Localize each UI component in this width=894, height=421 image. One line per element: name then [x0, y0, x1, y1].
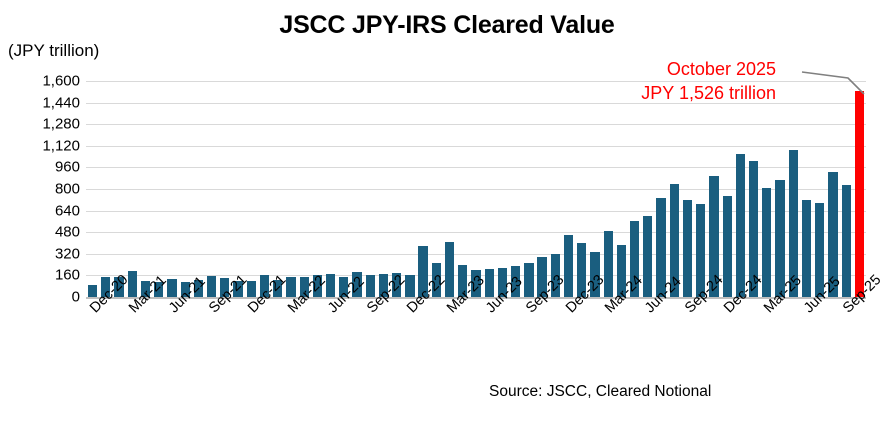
bar[interactable]: [220, 278, 230, 297]
gridline: [86, 253, 866, 255]
bar[interactable]: [101, 277, 111, 297]
bar[interactable]: [775, 179, 785, 297]
bar[interactable]: [127, 271, 137, 297]
bar[interactable]: [841, 184, 851, 297]
bar[interactable]: [616, 245, 627, 297]
bar[interactable]: [682, 199, 693, 297]
gridline: [86, 81, 866, 82]
bar-series: [86, 81, 866, 297]
annotation-line-2: JPY 1,526 trillion: [641, 82, 776, 103]
y-axis-tick: 1,440: [42, 94, 80, 112]
y-axis-tick: 1,280: [42, 115, 80, 133]
gridline: [86, 189, 866, 190]
chart-title: JSCC JPY-IRS Cleared Value: [279, 11, 615, 39]
bar[interactable]: [815, 202, 825, 297]
bar[interactable]: [273, 280, 283, 297]
bar[interactable]: [788, 149, 798, 297]
bar[interactable]: [669, 183, 679, 297]
bar[interactable]: [339, 277, 349, 297]
bar[interactable]: [643, 216, 653, 297]
y-axis-tick: 0: [71, 288, 80, 306]
bar[interactable]: [392, 273, 402, 297]
bar[interactable]: [140, 280, 151, 297]
gridline: [86, 145, 866, 147]
gridline: [86, 297, 866, 299]
bar[interactable]: [246, 280, 256, 297]
bar[interactable]: [471, 270, 481, 297]
y-axis-tick: 640: [54, 202, 80, 220]
y-axis-tick: 160: [54, 266, 80, 284]
bar[interactable]: [233, 280, 243, 297]
bar[interactable]: [511, 265, 521, 297]
bar[interactable]: [312, 275, 322, 297]
y-axis-tick: 800: [54, 180, 80, 198]
bar[interactable]: [563, 234, 574, 297]
gridline: [86, 124, 866, 126]
bar[interactable]: [444, 241, 455, 297]
y-axis-tick: 960: [54, 158, 80, 176]
source-note: Source: JSCC, Cleared Notional: [489, 383, 712, 400]
y-axis-tick: 1,600: [42, 72, 80, 90]
gridline: [86, 210, 866, 212]
bar[interactable]: [590, 252, 600, 297]
bar[interactable]: [193, 279, 203, 297]
gridline: [86, 167, 866, 169]
bar[interactable]: [735, 153, 746, 297]
bar[interactable]: [762, 187, 772, 297]
bar[interactable]: [630, 221, 640, 297]
annotation-line-1: October 2025: [666, 59, 776, 79]
bar[interactable]: [656, 198, 666, 297]
bar[interactable]: [524, 263, 534, 297]
annotation-callout: October 2025 JPY 1,526 trillion: [560, 58, 776, 106]
bar[interactable]: [167, 278, 177, 297]
gridline: [86, 102, 866, 104]
bar[interactable]: [722, 195, 732, 297]
bar[interactable]: [484, 269, 494, 297]
bar[interactable]: [537, 256, 547, 297]
bar[interactable]: [405, 274, 415, 297]
bar[interactable]: [418, 245, 428, 297]
bar[interactable]: [365, 275, 375, 297]
bar[interactable]: [458, 265, 468, 297]
bar[interactable]: [325, 274, 336, 297]
bar[interactable]: [696, 203, 706, 297]
bar[interactable]: [299, 276, 309, 297]
bar[interactable]: [286, 277, 296, 297]
bar[interactable]: [749, 161, 759, 297]
y-axis-tick: 320: [54, 245, 80, 263]
y-axis-tick: 480: [54, 223, 80, 241]
bar[interactable]: [828, 172, 838, 297]
bar[interactable]: [801, 200, 812, 297]
bar[interactable]: [431, 262, 441, 297]
gridline: [86, 232, 866, 234]
bar[interactable]: [114, 276, 124, 297]
bar[interactable]: [497, 267, 508, 297]
bar[interactable]: [154, 281, 164, 297]
bar[interactable]: [550, 253, 560, 297]
bar[interactable]: [180, 282, 190, 297]
y-axis-unit-label: (JPY trillion): [8, 41, 100, 60]
bar[interactable]: [259, 274, 270, 297]
annotation-leader-line: [801, 71, 865, 95]
bar[interactable]: [577, 243, 587, 297]
bar[interactable]: [206, 276, 217, 297]
y-axis-tick: 1,120: [42, 137, 80, 155]
bar[interactable]: [603, 230, 613, 297]
bar[interactable]: [87, 284, 98, 297]
bar[interactable]: [352, 272, 362, 297]
bar[interactable]: [709, 175, 719, 297]
bar[interactable]: [378, 274, 389, 297]
bar[interactable]: [854, 91, 864, 297]
